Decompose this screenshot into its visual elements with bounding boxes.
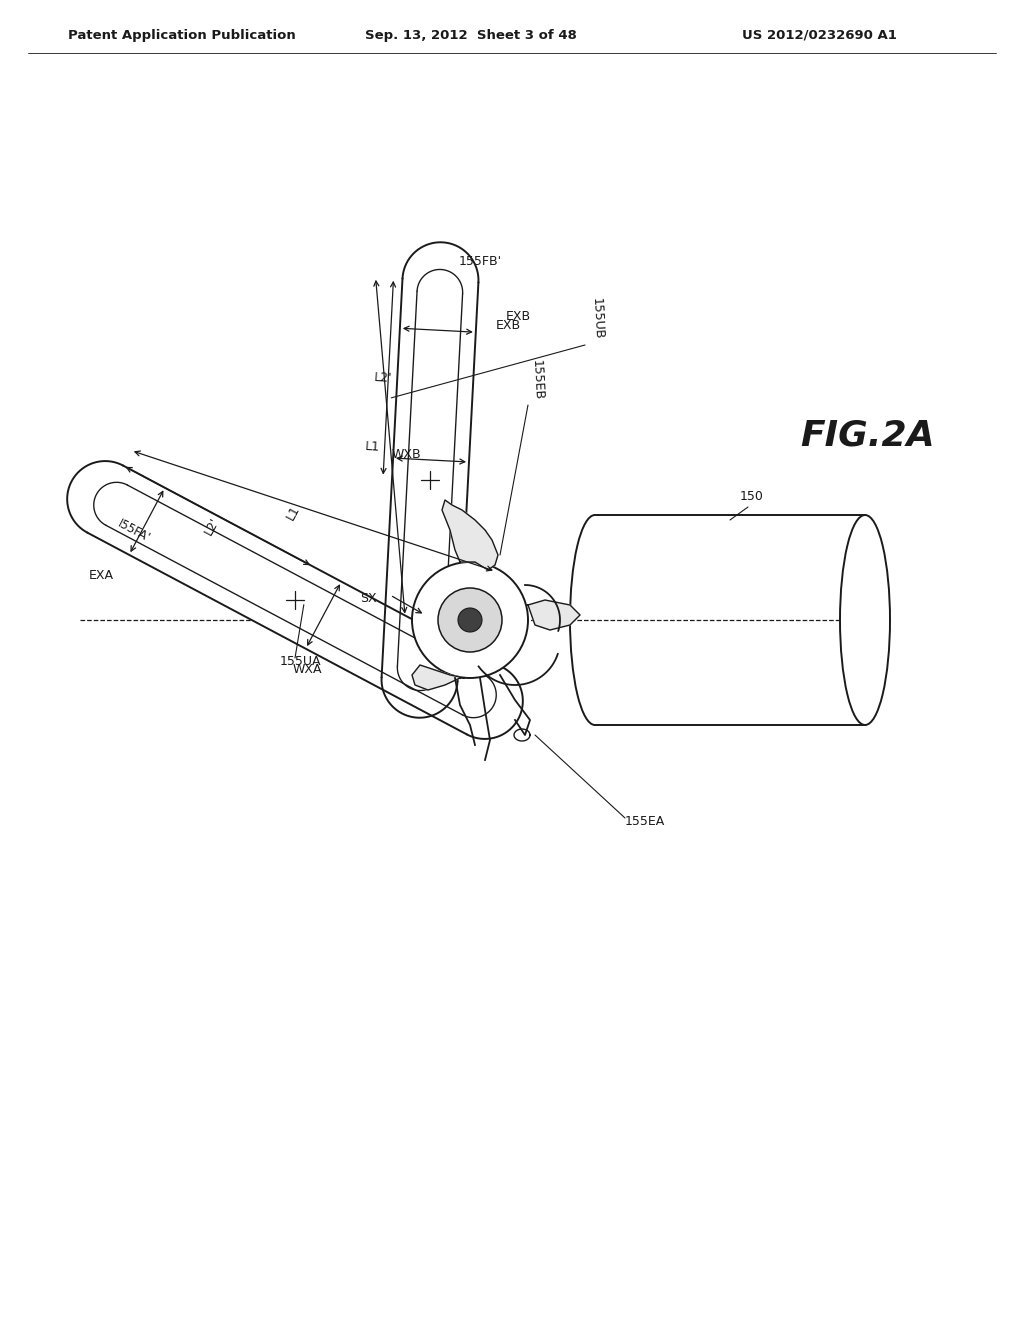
Text: SX: SX bbox=[360, 591, 377, 605]
Text: 155FB': 155FB' bbox=[459, 255, 502, 268]
Circle shape bbox=[412, 562, 528, 678]
Text: L2': L2' bbox=[374, 371, 393, 384]
Polygon shape bbox=[412, 665, 465, 690]
Text: EXB: EXB bbox=[506, 310, 530, 323]
Polygon shape bbox=[68, 461, 523, 739]
Text: WXA: WXA bbox=[293, 664, 322, 676]
Text: Sep. 13, 2012  Sheet 3 of 48: Sep. 13, 2012 Sheet 3 of 48 bbox=[365, 29, 577, 41]
Text: Patent Application Publication: Patent Application Publication bbox=[68, 29, 296, 41]
Text: WXB: WXB bbox=[391, 447, 421, 461]
Polygon shape bbox=[382, 243, 478, 718]
Text: 150: 150 bbox=[740, 490, 764, 503]
Text: 155EA: 155EA bbox=[625, 814, 666, 828]
Text: L1: L1 bbox=[365, 440, 380, 454]
Text: US 2012/0232690 A1: US 2012/0232690 A1 bbox=[742, 29, 897, 41]
Text: I55FA': I55FA' bbox=[115, 517, 152, 545]
Text: EXA: EXA bbox=[89, 569, 114, 582]
Polygon shape bbox=[528, 601, 580, 630]
Polygon shape bbox=[442, 500, 498, 570]
Circle shape bbox=[458, 609, 482, 632]
Text: 155UA: 155UA bbox=[280, 655, 322, 668]
Text: FIG.2A: FIG.2A bbox=[800, 418, 935, 451]
Text: 155UB: 155UB bbox=[590, 298, 605, 341]
Text: L1: L1 bbox=[285, 503, 303, 523]
Circle shape bbox=[438, 587, 502, 652]
Text: EXB: EXB bbox=[496, 318, 521, 331]
Polygon shape bbox=[595, 515, 865, 725]
Text: L2': L2' bbox=[202, 515, 222, 537]
Text: 155EB: 155EB bbox=[530, 359, 545, 400]
Ellipse shape bbox=[840, 515, 890, 725]
